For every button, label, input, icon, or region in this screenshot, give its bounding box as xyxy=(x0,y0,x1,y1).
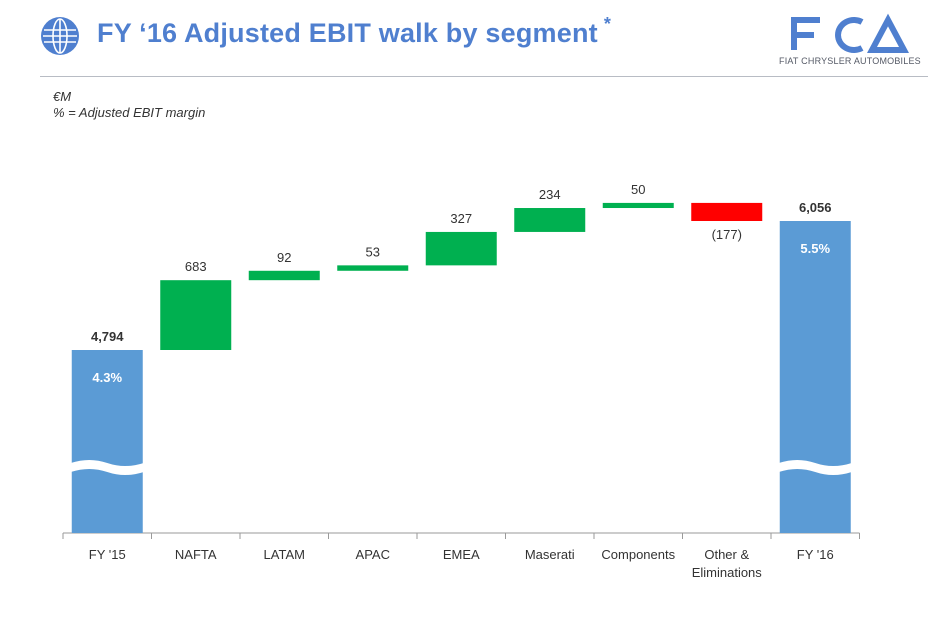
x-tick-label: Components xyxy=(601,547,675,562)
bar-increase xyxy=(337,265,409,271)
x-tick-label: FY '16 xyxy=(797,547,834,562)
bar-value-label: 92 xyxy=(277,250,291,265)
bar-increase xyxy=(514,208,586,232)
bar-value-label: 50 xyxy=(631,182,645,197)
ebit-waterfall-chart: 4,794 4.3% FY '15 683 NAFTA 92 LATAM 53 APAC 327 E… xyxy=(62,182,860,580)
title-footnote-mark: * xyxy=(603,14,612,34)
bar-value-label: 683 xyxy=(185,259,207,274)
axis-break-marker xyxy=(778,460,852,475)
bar-value-label: 53 xyxy=(366,244,380,259)
bar-decrease xyxy=(691,202,763,221)
logo-subtitle: FIAT CHRYSLER AUTOMOBILES xyxy=(779,56,921,66)
bar-increase xyxy=(248,270,320,281)
axis-break-marker xyxy=(70,460,144,475)
fca-logo xyxy=(791,13,909,53)
bar-margin-label: 5.5% xyxy=(800,241,830,256)
bar-value-label: 4,794 xyxy=(91,329,124,344)
x-tick-label: Eliminations xyxy=(692,565,763,580)
header-divider xyxy=(40,76,928,77)
bar-increase xyxy=(160,280,232,350)
bar-margin-label: 4.3% xyxy=(92,370,122,385)
x-tick-label: Maserati xyxy=(525,547,575,562)
bar-total xyxy=(779,221,851,533)
x-tick-label: APAC xyxy=(356,547,390,562)
units-note: €M % = Adjusted EBIT margin xyxy=(53,89,205,121)
currency-unit: €M xyxy=(53,89,72,104)
bar-value-label: 6,056 xyxy=(799,200,832,215)
bar-value-label: 234 xyxy=(539,187,561,202)
bar-increase xyxy=(602,202,674,209)
x-tick-label: NAFTA xyxy=(175,547,217,562)
globe-icon xyxy=(41,17,79,55)
bar-value-label: 327 xyxy=(450,211,472,226)
x-tick-label: FY '15 xyxy=(89,547,126,562)
bar-value-label: (177) xyxy=(712,227,742,242)
bar-increase xyxy=(425,231,497,266)
x-tick-label: LATAM xyxy=(264,547,305,562)
x-tick-label: EMEA xyxy=(443,547,480,562)
slide-header: FY ‘16 Adjusted EBIT walk by segment * FI… xyxy=(0,0,928,78)
slide-title: FY ‘16 Adjusted EBIT walk by segment * xyxy=(97,14,611,49)
bar-total xyxy=(71,350,143,533)
x-tick-label: Other & xyxy=(704,547,749,562)
slide-title-text: FY ‘16 Adjusted EBIT walk by segment xyxy=(97,18,598,48)
margin-legend: % = Adjusted EBIT margin xyxy=(53,105,206,120)
